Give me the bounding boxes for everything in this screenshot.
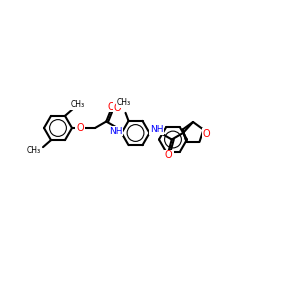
Text: NH: NH xyxy=(150,125,163,134)
Text: CH₃: CH₃ xyxy=(27,146,41,154)
Text: CH₃: CH₃ xyxy=(71,100,85,109)
Text: O: O xyxy=(203,129,210,139)
Text: O: O xyxy=(107,101,115,112)
Text: NH: NH xyxy=(109,127,122,136)
Text: O: O xyxy=(76,123,84,133)
Text: O: O xyxy=(114,103,121,113)
Text: CH₃: CH₃ xyxy=(116,98,130,107)
Text: O: O xyxy=(165,151,172,160)
